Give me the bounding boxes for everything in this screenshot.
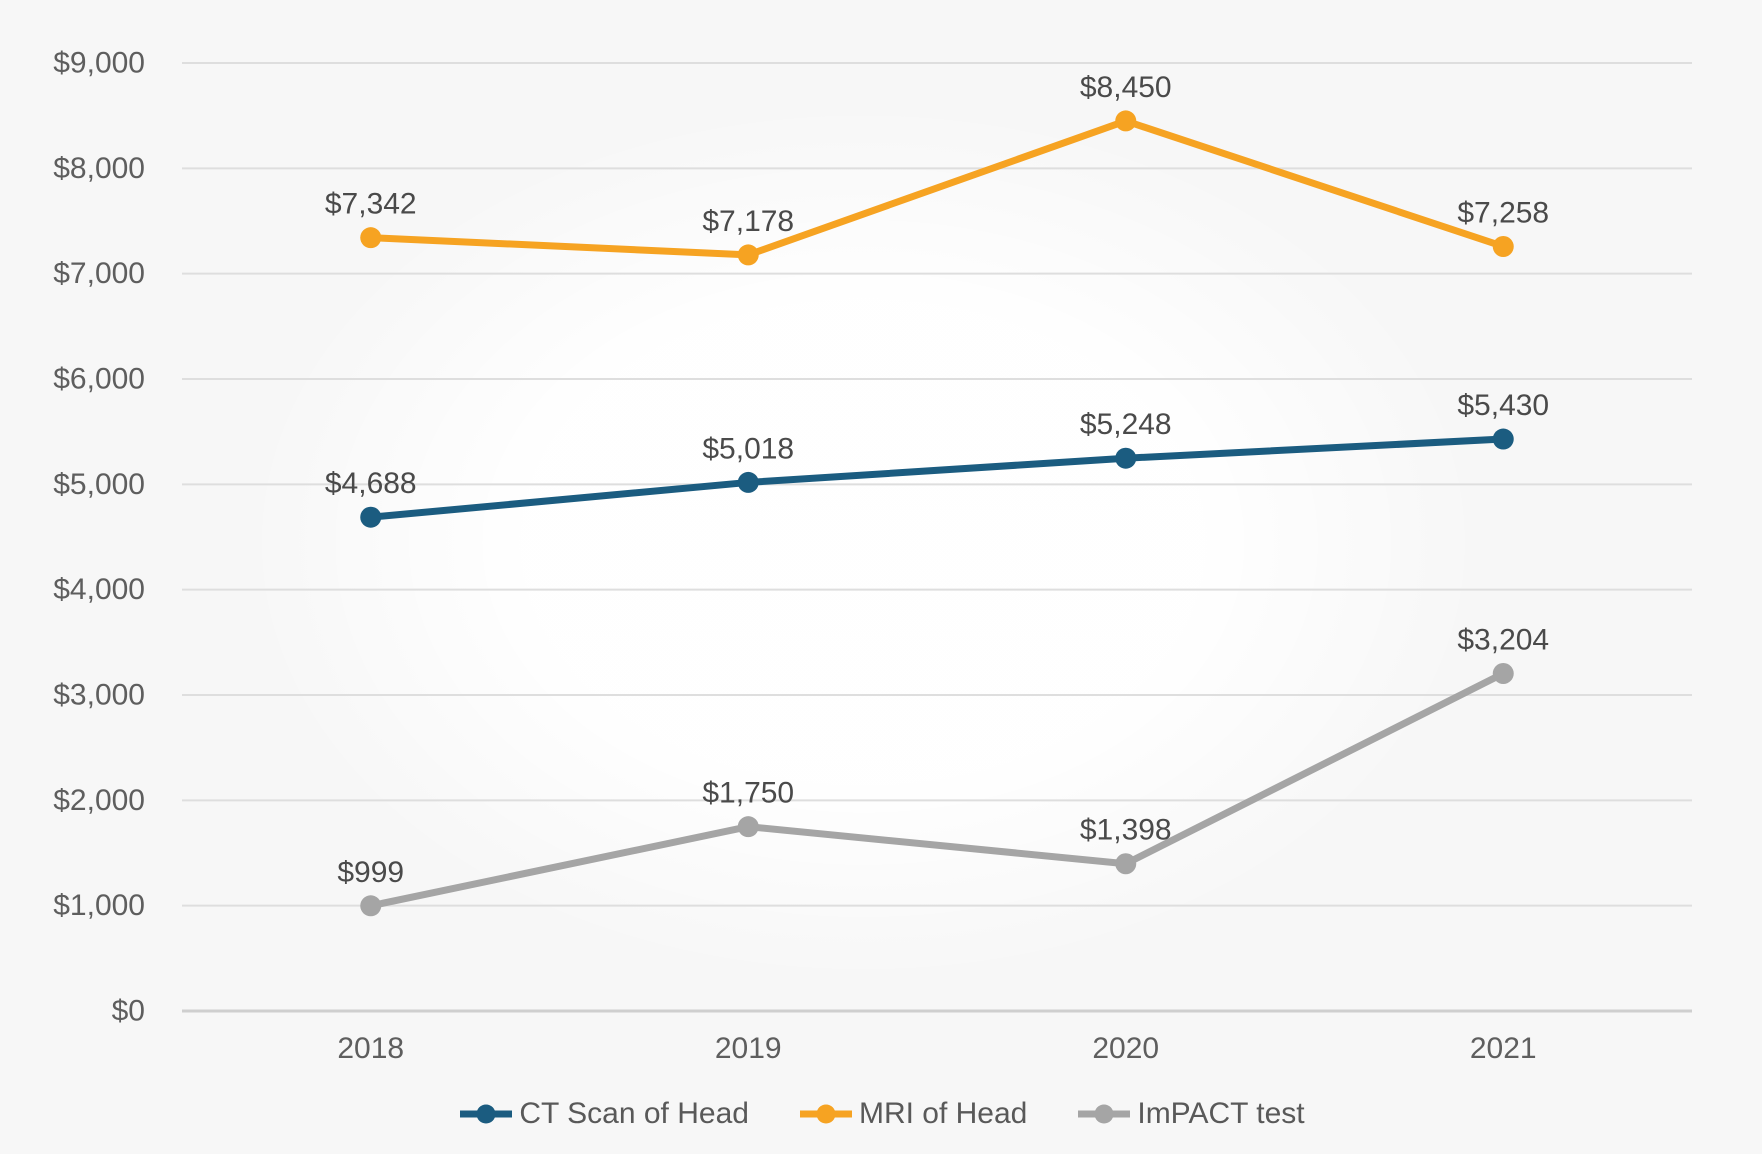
data-label-mri-of-head-2021: $7,258 — [1457, 196, 1549, 229]
x-axis-label-2021: 2021 — [1470, 1032, 1537, 1065]
data-point-impact-test-2021 — [1492, 663, 1514, 685]
legend-line-marker-icon — [1078, 1104, 1131, 1124]
x-axis-label-2019: 2019 — [715, 1032, 782, 1065]
legend-label: CT Scan of Head — [519, 1097, 749, 1130]
legend-line-marker-icon — [460, 1104, 513, 1124]
data-point-mri-of-head-2019 — [737, 244, 759, 266]
y-axis-label: $4,000 — [53, 573, 145, 606]
data-label-ct-scan-of-head-2019: $5,018 — [702, 432, 794, 465]
legend-label: MRI of Head — [858, 1097, 1028, 1130]
series-line-mri-of-head — [370, 117, 1505, 259]
legend-item-mri-of-head: MRI of Head — [797, 1099, 1027, 1129]
legend-item-ct-scan-of-head: CT Scan of Head — [457, 1099, 749, 1129]
y-axis-label: $6,000 — [53, 363, 145, 396]
y-axis-label: $5,000 — [53, 468, 145, 501]
series-line-impact-test — [370, 670, 1505, 910]
data-point-mri-of-head-2020 — [1115, 110, 1137, 132]
data-point-impact-test-2018 — [360, 895, 382, 917]
x-axis-label-2018: 2018 — [337, 1032, 404, 1065]
data-label-ct-scan-of-head-2020: $5,248 — [1080, 408, 1172, 441]
y-axis-label: $7,000 — [53, 257, 145, 290]
data-label-ct-scan-of-head-2018: $4,688 — [325, 467, 417, 500]
data-point-impact-test-2019 — [737, 816, 759, 838]
data-point-ct-scan-of-head-2021 — [1492, 428, 1514, 450]
chart-legend: CT Scan of Head MRI of Head ImPACT test — [0, 1092, 1762, 1136]
y-axis-label: $9,000 — [53, 47, 145, 80]
x-axis-label-2020: 2020 — [1092, 1032, 1159, 1065]
data-point-mri-of-head-2018 — [360, 227, 382, 249]
data-label-mri-of-head-2020: $8,450 — [1080, 71, 1172, 104]
data-point-ct-scan-of-head-2020 — [1115, 447, 1137, 469]
data-point-impact-test-2020 — [1115, 853, 1137, 875]
data-point-mri-of-head-2021 — [1492, 235, 1514, 257]
series-line-ct-scan-of-head — [370, 435, 1504, 521]
y-axis-label: $8,000 — [53, 152, 145, 185]
data-label-ct-scan-of-head-2021: $5,430 — [1457, 389, 1549, 422]
y-axis-label: $1,000 — [53, 889, 145, 922]
y-axis-label: $0 — [112, 995, 145, 1028]
legend-label: ImPACT test — [1137, 1097, 1305, 1130]
y-axis-label: $3,000 — [53, 679, 145, 712]
y-axis-label: $2,000 — [53, 784, 145, 817]
legend-item-impact-test: ImPACT test — [1075, 1097, 1305, 1130]
data-point-ct-scan-of-head-2018 — [360, 506, 382, 528]
data-label-impact-test-2021: $3,204 — [1457, 624, 1549, 657]
data-label-mri-of-head-2019: $7,178 — [702, 205, 794, 238]
data-label-mri-of-head-2018: $7,342 — [325, 188, 417, 221]
data-label-impact-test-2018: $999 — [337, 856, 404, 889]
data-label-impact-test-2020: $1,398 — [1080, 814, 1172, 847]
data-point-ct-scan-of-head-2019 — [737, 471, 759, 493]
data-label-impact-test-2019: $1,750 — [702, 777, 794, 810]
legend-line-marker-icon — [799, 1104, 852, 1124]
